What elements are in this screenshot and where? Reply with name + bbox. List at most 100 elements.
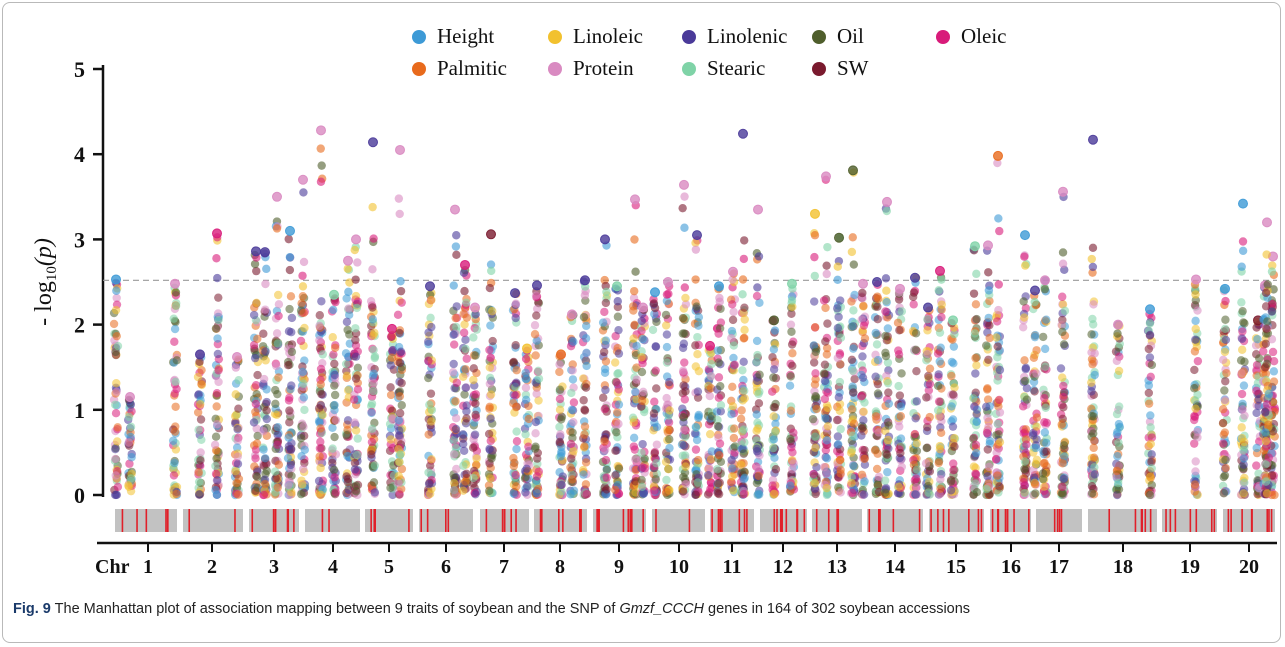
data-point-sw: [283, 361, 293, 370]
data-point-linolenic: [946, 486, 956, 495]
data-point-stearic: [880, 476, 890, 485]
data-point-palmitic: [511, 402, 521, 412]
data-point-linoleic: [298, 479, 307, 489]
data-point-linolenic: [1021, 363, 1031, 373]
top-data-point: [425, 281, 435, 292]
data-point-protein: [350, 418, 359, 427]
data-point-protein: [452, 464, 461, 474]
data-point-oleic: [1058, 482, 1067, 492]
data-point-height: [884, 399, 894, 408]
top-data-point: [1040, 275, 1050, 286]
data-point-sw: [397, 378, 406, 388]
data-point-linoleic: [847, 478, 856, 488]
data-point-stearic: [993, 419, 1003, 429]
chromosome-label: 4: [328, 556, 338, 578]
data-point-linolenic: [287, 381, 296, 390]
data-point-sw: [484, 429, 494, 439]
data-point-stearic: [849, 306, 858, 315]
data-point-linolenic: [449, 359, 458, 369]
data-point-palmitic: [580, 422, 590, 431]
data-point-sw: [343, 477, 353, 487]
data-point-height: [1264, 389, 1274, 398]
data-point-sw: [395, 328, 404, 338]
data-point-oil: [1263, 280, 1272, 289]
data-point-oil: [273, 389, 282, 399]
data-point-oil: [1038, 332, 1048, 342]
data-point-linoleic: [368, 202, 377, 212]
data-point-linolenic: [703, 470, 713, 480]
data-point-sw: [426, 389, 436, 398]
data-point-palmitic: [531, 351, 540, 360]
data-point-linoleic: [1191, 290, 1200, 299]
data-point-palmitic: [461, 477, 470, 486]
data-point-sw: [469, 364, 479, 373]
data-point-oleic: [212, 389, 222, 398]
data-point-oil: [613, 312, 623, 321]
data-point-height: [1238, 246, 1248, 256]
data-point-stearic: [521, 430, 530, 439]
data-point-height: [770, 453, 779, 463]
data-point-oleic: [512, 437, 522, 446]
data-point-oleic: [1146, 372, 1155, 382]
data-point-sw: [1261, 288, 1271, 297]
data-point-height: [972, 448, 981, 458]
data-point-oleic: [353, 297, 363, 306]
data-point-height: [972, 417, 981, 427]
data-point-height: [848, 322, 857, 331]
top-data-point: [1020, 230, 1030, 241]
data-point-oil: [811, 391, 820, 401]
data-point-oleic: [925, 379, 935, 389]
data-point-stearic: [1041, 403, 1050, 412]
top-data-point: [753, 204, 763, 215]
data-point-oleic: [1040, 393, 1049, 403]
data-point-stearic: [883, 378, 893, 388]
chromosome-label: 5: [384, 556, 394, 578]
data-point-sw: [787, 340, 797, 349]
data-point-stearic: [729, 341, 738, 350]
data-point-oleic: [315, 444, 325, 453]
data-point-linoleic: [859, 407, 868, 416]
data-point-sw: [485, 283, 495, 293]
data-point-height: [297, 452, 306, 461]
data-point-oil: [786, 372, 795, 381]
data-point-palmitic: [386, 390, 396, 400]
data-point-sw: [462, 414, 471, 423]
top-data-point: [1058, 186, 1068, 197]
data-point-oleic: [274, 311, 283, 321]
data-point-oleic: [212, 254, 221, 263]
data-point-sw: [195, 357, 204, 366]
top-data-point: [1220, 283, 1230, 294]
data-point-linolenic: [287, 313, 297, 323]
data-point-linolenic: [638, 439, 647, 449]
data-point-stearic: [738, 366, 747, 375]
data-point-linoleic: [661, 321, 671, 330]
data-point-sw: [395, 409, 405, 418]
data-point-linoleic: [1021, 261, 1030, 270]
data-point-palmitic: [172, 489, 181, 499]
data-point-linolenic: [111, 445, 120, 454]
data-point-oil: [933, 381, 943, 391]
top-data-point: [650, 287, 660, 298]
data-point-oleic: [397, 298, 406, 307]
data-point-linoleic: [935, 444, 945, 454]
top-data-point: [510, 288, 520, 299]
data-point-protein: [1193, 427, 1202, 437]
data-point-oil: [873, 389, 883, 398]
data-point-linolenic: [835, 296, 845, 305]
data-point-oleic: [1193, 356, 1203, 366]
data-point-stearic: [300, 405, 309, 415]
data-point-linolenic: [810, 297, 819, 306]
top-data-point: [285, 225, 295, 236]
data-point-linoleic: [261, 356, 270, 365]
top-data-point: [848, 165, 858, 176]
data-point-oleic: [982, 428, 992, 438]
data-point-protein: [639, 387, 648, 397]
data-point-palmitic: [580, 430, 589, 439]
data-point-linolenic: [1087, 387, 1096, 396]
data-point-sw: [822, 261, 831, 270]
data-point-sw: [1042, 447, 1051, 456]
data-point-palmitic: [1088, 360, 1097, 369]
data-point-height: [822, 454, 832, 463]
data-point-protein: [233, 436, 242, 445]
data-point-height: [752, 410, 761, 419]
